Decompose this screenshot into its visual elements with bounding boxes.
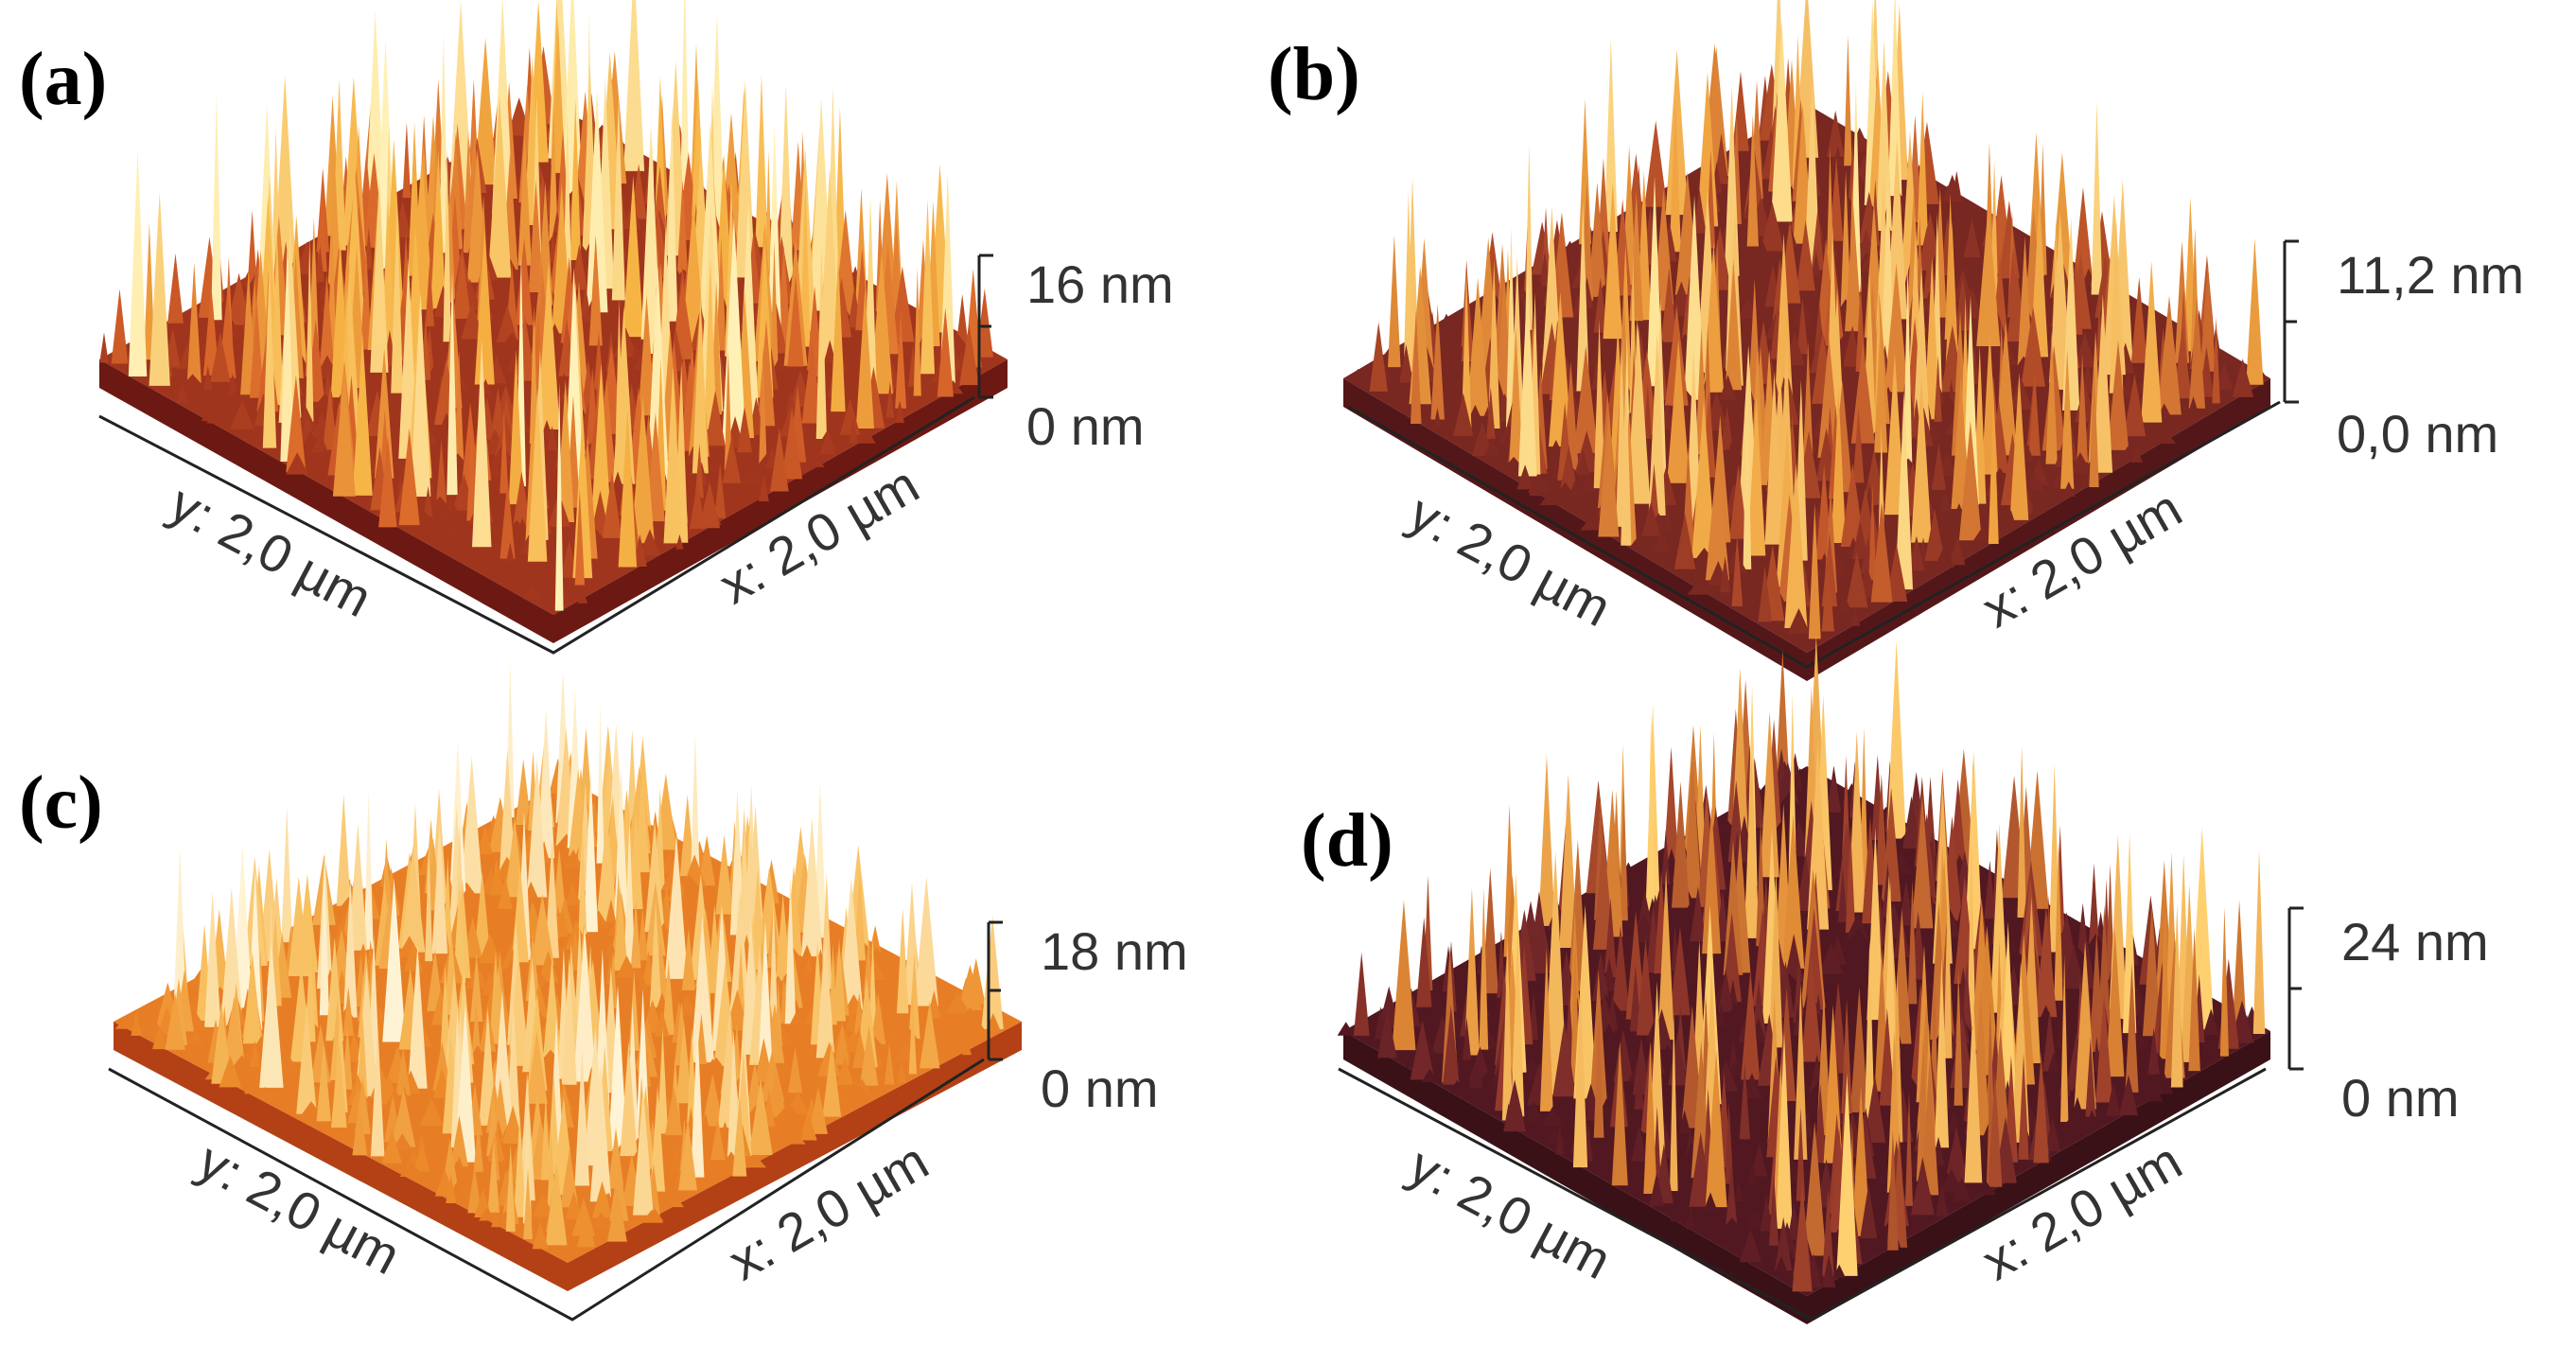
panel-d-surface: [1337, 635, 2270, 1324]
panel-b-label: (b): [1268, 33, 1360, 116]
panel-b-scale-min: 0,0 nm: [2337, 404, 2498, 464]
panel-c-label: (c): [19, 761, 103, 845]
panel-d-scale-max: 24 nm: [2341, 912, 2489, 971]
panel-a-scale-min: 0 nm: [1026, 396, 1145, 456]
panel-d-scale-min: 0 nm: [2341, 1068, 2460, 1128]
panel-b-frame: [1347, 239, 2299, 669]
panel-c-surface: [114, 660, 1022, 1291]
panel-a: (a) 16 nm 0 nm y: 2,0 µm x: 2,0 µm: [19, 0, 1174, 655]
panel-c: (c) 18 nm 0 nm y: 2,0 µm x: 2,0 µm: [19, 660, 1188, 1321]
panel-a-label: (a): [19, 38, 107, 121]
panel-d-label: (d): [1301, 799, 1393, 883]
panel-d: (d) 24 nm 0 nm y: 2,0 µm x: 2,0 µm: [1301, 635, 2489, 1324]
panel-c-scale-min: 0 nm: [1041, 1059, 1159, 1118]
panel-a-frame: [98, 254, 993, 655]
panel-b: (b) 11,2 nm 0,0 nm y: 2,0 µm x: 2,0 µm: [1268, 0, 2524, 681]
panel-d-frame: [1338, 906, 2304, 1321]
panel-a-scale-max: 16 nm: [1026, 254, 1174, 314]
panel-b-surface: [1343, 0, 2270, 681]
panel-c-scale-max: 18 nm: [1041, 921, 1188, 981]
panel-b-scale-max: 11,2 nm: [2337, 245, 2524, 305]
panel-c-frame: [108, 920, 1003, 1321]
panel-a-surface: [99, 0, 1008, 643]
